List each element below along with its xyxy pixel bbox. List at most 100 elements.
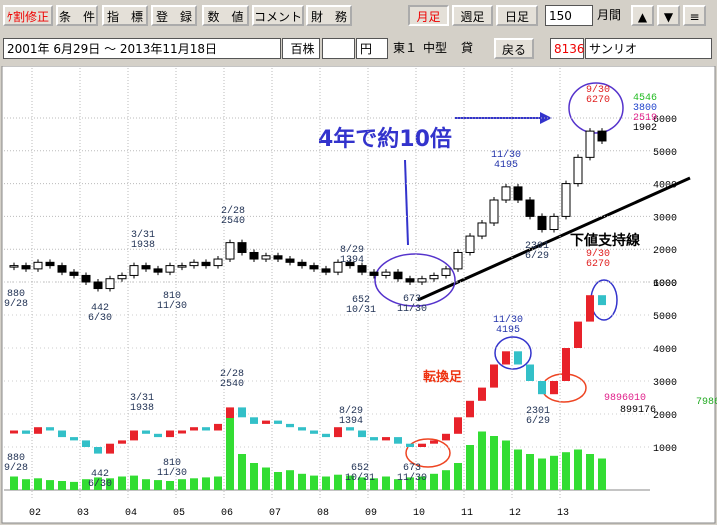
y-tick-label: 6000 <box>653 279 677 290</box>
price-label: 652 <box>352 295 370 306</box>
price-label: 6270 <box>586 259 610 270</box>
price-label: 3/31 <box>130 392 154 404</box>
volume-bar <box>10 476 18 490</box>
reversal-block <box>502 351 510 365</box>
y-tick-label: 6000 <box>653 115 677 126</box>
volume-bar <box>478 431 486 490</box>
reversal-block <box>130 430 138 441</box>
reversal-block <box>226 407 234 424</box>
candle <box>21 265 31 270</box>
price-label: 6/29 <box>525 250 549 262</box>
candle <box>453 251 463 270</box>
x-tick-label: 08 <box>317 508 329 519</box>
volume-bar <box>22 479 30 490</box>
chart: 4年で約10倍 下値支持線 転換足 1000 2000 3000 4000 5000 60… <box>1 66 717 524</box>
candle <box>165 265 175 273</box>
y-tick-label: 4000 <box>653 181 677 192</box>
reversal-block <box>82 440 90 447</box>
y-tick-label: 2000 <box>653 411 677 422</box>
candle <box>45 261 55 267</box>
x-tick-label: 06 <box>221 508 233 519</box>
period-unit: 月間 <box>597 8 622 22</box>
toolbar-button[interactable]: 数 値 <box>202 5 249 26</box>
candle <box>9 265 19 268</box>
volume-bar <box>430 473 438 490</box>
reversal-block <box>418 443 426 447</box>
volume-bar <box>202 477 210 490</box>
y-tick-label: 4000 <box>653 345 677 356</box>
candle <box>69 271 79 276</box>
candle <box>261 255 271 260</box>
volume-bar <box>310 475 318 490</box>
reversal-block <box>10 430 18 434</box>
candle <box>105 278 115 290</box>
info-currency[interactable]: 円 <box>356 38 388 59</box>
reversal-block <box>214 423 222 431</box>
y-tick-label: 5000 <box>653 312 677 323</box>
candle <box>237 242 247 253</box>
toolbar-button[interactable]: ｹ割修正 <box>3 5 53 26</box>
candle <box>561 183 571 217</box>
volume-bar <box>286 470 294 490</box>
candle <box>381 271 391 276</box>
toolbar-button[interactable]: 条 件 <box>56 5 98 26</box>
reversal-block <box>58 430 66 438</box>
volume-bar <box>178 479 186 490</box>
reversal-block <box>286 423 294 428</box>
toolbar-button[interactable]: 登 録 <box>151 5 197 26</box>
info-name: サンリオ <box>585 38 712 59</box>
price-label: 11/30 <box>493 314 523 326</box>
nav-button[interactable]: ▲ <box>631 5 654 26</box>
reversal-label: 転換足 <box>423 369 463 385</box>
volume-bar <box>166 481 174 490</box>
price-label: 10/31 <box>346 304 376 316</box>
toolbar-button[interactable]: 月足 <box>408 5 449 26</box>
candle <box>297 261 307 267</box>
nav-button[interactable]: ▼ <box>657 5 680 26</box>
candle <box>81 274 91 283</box>
candle <box>393 271 403 280</box>
reversal-block <box>454 417 462 434</box>
volume-label: 798610 <box>696 397 717 408</box>
reversal-block <box>490 364 498 388</box>
headline: 4年で約10倍 <box>318 126 452 152</box>
volume-bar <box>406 477 414 490</box>
volume-bar <box>562 452 570 490</box>
price-label: 11/30 <box>157 467 187 479</box>
y-tick-label: 3000 <box>653 378 677 389</box>
nav-button[interactable]: ≡ <box>683 5 706 26</box>
toolbar-button[interactable]: コメント <box>252 5 304 26</box>
candle <box>549 215 559 231</box>
reversal-block <box>106 443 114 454</box>
volume-label: 899176 <box>620 405 656 416</box>
reversal-block <box>322 433 330 438</box>
toolbar-button[interactable]: 日足 <box>496 5 538 26</box>
reversal-block <box>586 295 594 322</box>
reversal-block <box>466 400 474 418</box>
volume-bar <box>154 480 162 490</box>
toolbar-button[interactable]: 指 標 <box>102 5 148 26</box>
reversal-block <box>202 427 210 431</box>
volume-bar <box>526 454 534 490</box>
info-blank <box>322 38 355 59</box>
period-select[interactable]: 150 <box>545 5 593 26</box>
back-button[interactable]: 戻る <box>494 38 534 59</box>
candle <box>513 186 523 201</box>
toolbar-button[interactable]: 週足 <box>452 5 493 26</box>
info-unit: 百株 <box>282 38 320 59</box>
price-label: 4195 <box>494 160 518 171</box>
candle <box>117 274 127 280</box>
volume-bar <box>418 476 426 490</box>
reversal-block <box>478 387 486 401</box>
reversal-block <box>22 430 30 434</box>
price-label: 6/30 <box>88 312 112 324</box>
price-label: 6/29 <box>526 415 550 427</box>
reversal-block <box>406 443 414 447</box>
price-label: 442 <box>91 469 109 480</box>
ma-legend: 3800 <box>633 103 657 114</box>
reversal-block <box>310 430 318 434</box>
toolbar-button[interactable]: 財 務 <box>306 5 352 26</box>
reversal-block <box>34 427 42 434</box>
x-tick-label: 02 <box>29 508 41 519</box>
